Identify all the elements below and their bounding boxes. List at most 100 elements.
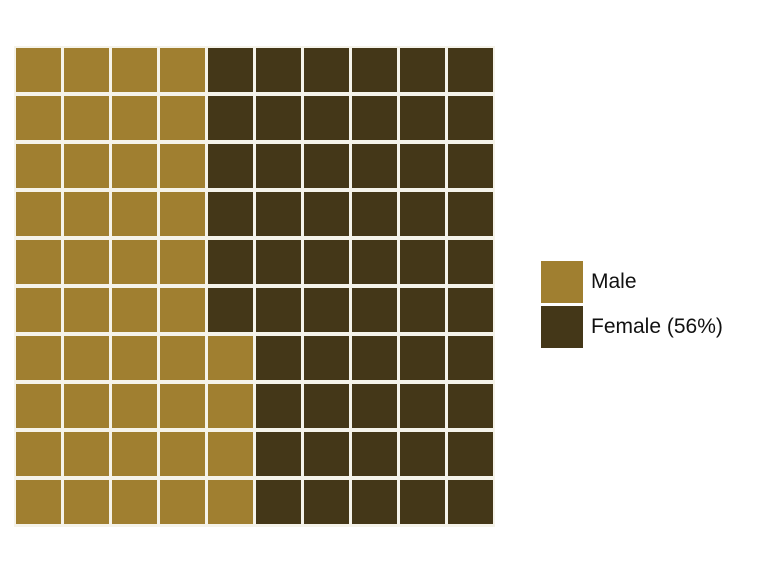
- waffle-cell-male: [64, 96, 109, 140]
- waffle-cell-female: [256, 288, 301, 332]
- waffle-cell-female: [448, 192, 493, 236]
- waffle-cell-female: [304, 288, 349, 332]
- waffle-cell-male: [64, 192, 109, 236]
- waffle-cell-male: [16, 48, 61, 92]
- waffle-cell-female: [256, 48, 301, 92]
- waffle-cell-female: [304, 384, 349, 428]
- waffle-cell-male: [112, 384, 157, 428]
- waffle-cell-male: [16, 288, 61, 332]
- waffle-cell-female: [208, 144, 253, 188]
- waffle-cell-female: [352, 96, 397, 140]
- waffle-cell-male: [208, 336, 253, 380]
- waffle-cell-male: [16, 240, 61, 284]
- legend-swatch-male: [541, 260, 583, 303]
- waffle-cell-female: [448, 336, 493, 380]
- waffle-cell-female: [352, 288, 397, 332]
- waffle-cell-male: [112, 96, 157, 140]
- legend-item-male: Male: [541, 260, 723, 303]
- waffle-cell-female: [304, 192, 349, 236]
- waffle-cell-male: [16, 384, 61, 428]
- waffle-cell-male: [160, 432, 205, 476]
- waffle-cell-female: [352, 480, 397, 524]
- waffle-cell-male: [112, 240, 157, 284]
- waffle-cell-female: [304, 144, 349, 188]
- waffle-cell-female: [448, 480, 493, 524]
- waffle-cell-female: [352, 336, 397, 380]
- waffle-cell-male: [160, 48, 205, 92]
- waffle-cell-female: [448, 48, 493, 92]
- waffle-cell-male: [160, 144, 205, 188]
- waffle-cell-female: [448, 432, 493, 476]
- legend-item-female: Female (56%): [541, 305, 723, 348]
- waffle-cell-male: [64, 432, 109, 476]
- waffle-cell-female: [256, 384, 301, 428]
- waffle-cell-male: [160, 336, 205, 380]
- waffle-cell-male: [16, 144, 61, 188]
- waffle-cell-female: [304, 336, 349, 380]
- waffle-cell-male: [112, 336, 157, 380]
- waffle-cell-female: [352, 432, 397, 476]
- waffle-cell-female: [304, 240, 349, 284]
- waffle-cell-male: [64, 48, 109, 92]
- waffle-cell-male: [16, 432, 61, 476]
- waffle-cell-female: [448, 384, 493, 428]
- legend-label-female: Female (56%): [591, 314, 723, 338]
- waffle-cell-male: [208, 432, 253, 476]
- waffle-cell-female: [400, 384, 445, 428]
- waffle-cell-female: [448, 240, 493, 284]
- waffle-cell-male: [160, 240, 205, 284]
- waffle-cell-female: [256, 192, 301, 236]
- waffle-cell-female: [208, 288, 253, 332]
- waffle-cell-male: [112, 48, 157, 92]
- waffle-cell-female: [256, 240, 301, 284]
- waffle-cell-female: [304, 480, 349, 524]
- waffle-cell-female: [208, 240, 253, 284]
- waffle-cell-male: [112, 288, 157, 332]
- waffle-cell-male: [160, 288, 205, 332]
- waffle-cell-female: [400, 96, 445, 140]
- waffle-cell-male: [112, 144, 157, 188]
- waffle-cell-male: [16, 96, 61, 140]
- waffle-cell-male: [16, 192, 61, 236]
- waffle-cell-male: [208, 384, 253, 428]
- waffle-cell-female: [352, 240, 397, 284]
- legend: Male Female (56%): [541, 260, 723, 350]
- waffle-cell-female: [304, 48, 349, 92]
- waffle-cell-female: [256, 432, 301, 476]
- legend-label-male: Male: [591, 269, 637, 293]
- waffle-cell-male: [64, 336, 109, 380]
- waffle-cell-female: [352, 48, 397, 92]
- waffle-cell-female: [304, 96, 349, 140]
- waffle-cell-female: [400, 480, 445, 524]
- waffle-cell-female: [304, 432, 349, 476]
- waffle-cell-female: [256, 144, 301, 188]
- waffle-cell-female: [400, 432, 445, 476]
- waffle-cell-female: [448, 144, 493, 188]
- waffle-cell-female: [400, 48, 445, 92]
- waffle-cell-female: [400, 144, 445, 188]
- waffle-cell-female: [448, 96, 493, 140]
- waffle-cell-female: [256, 96, 301, 140]
- waffle-cell-male: [112, 192, 157, 236]
- waffle-cell-female: [352, 192, 397, 236]
- waffle-cell-male: [64, 288, 109, 332]
- waffle-cell-female: [352, 384, 397, 428]
- waffle-cell-male: [160, 192, 205, 236]
- waffle-cell-female: [400, 336, 445, 380]
- waffle-cell-male: [160, 384, 205, 428]
- waffle-grid: [14, 46, 495, 527]
- waffle-cell-female: [448, 288, 493, 332]
- waffle-cell-female: [400, 192, 445, 236]
- legend-swatch-female: [541, 305, 583, 348]
- waffle-cell-male: [64, 240, 109, 284]
- waffle-cell-male: [64, 384, 109, 428]
- waffle-cell-female: [400, 240, 445, 284]
- waffle-cell-male: [112, 432, 157, 476]
- waffle-cell-male: [208, 480, 253, 524]
- waffle-cell-female: [256, 336, 301, 380]
- waffle-cell-male: [160, 96, 205, 140]
- waffle-cell-male: [16, 480, 61, 524]
- waffle-cell-female: [208, 96, 253, 140]
- waffle-cell-female: [400, 288, 445, 332]
- waffle-cell-female: [256, 480, 301, 524]
